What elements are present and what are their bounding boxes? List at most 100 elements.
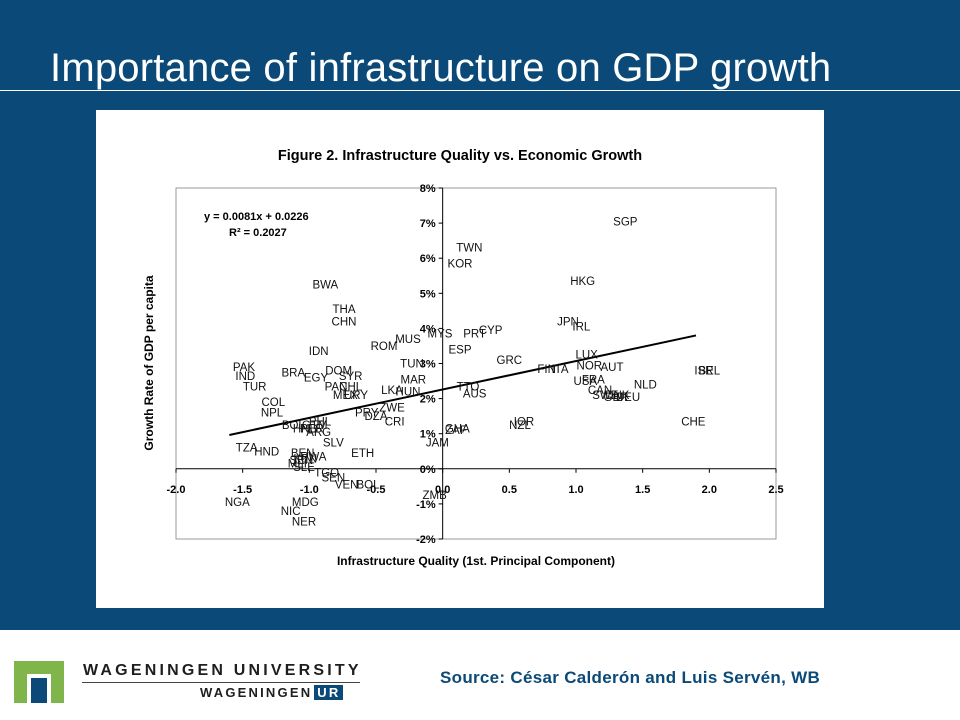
point-label-mdg: MDG <box>292 497 319 509</box>
point-label-isr: ISR <box>694 366 713 378</box>
point-label-grc: GRC <box>497 355 523 367</box>
y-tick-label: 1% <box>420 429 436 441</box>
y-tick-label: 8% <box>420 183 436 195</box>
point-label-aus: AUS <box>463 388 487 400</box>
point-label-slv: SLV <box>323 437 344 449</box>
point-label-nzl: NZL <box>509 420 531 432</box>
y-tick-label: 6% <box>420 253 436 265</box>
point-label-bwa: BWA <box>312 280 338 292</box>
point-label-egy: EGY <box>304 373 329 385</box>
x-tick-label: -1.5 <box>233 484 252 496</box>
trendline <box>229 334 697 436</box>
x-tick-label: -1.0 <box>300 484 319 496</box>
x-tick-label: 0.0 <box>435 484 450 496</box>
point-label-zmb: ZMB <box>423 490 448 502</box>
point-label-dza: DZA <box>365 411 388 423</box>
point-label-bol: BOL <box>282 420 306 432</box>
point-label-swe: SWE <box>592 390 619 402</box>
point-label-ind: IND <box>235 371 255 383</box>
x-tick-label: 2.0 <box>702 484 717 496</box>
point-label-nor: NOR <box>577 360 603 372</box>
point-label-aut: AUT <box>601 362 624 374</box>
point-label-mus: MUS <box>395 334 421 346</box>
point-label-mar: MAR <box>401 374 427 386</box>
x-tick-label: 0.5 <box>502 484 517 496</box>
point-label-usa: USA <box>574 376 598 388</box>
point-label-arg: ARG <box>306 427 331 439</box>
point-label-bol: BOL <box>356 480 380 492</box>
point-label-hnd: HND <box>254 446 279 458</box>
point-label-twn: TWN <box>456 243 482 255</box>
point-label-chn: CHN <box>332 316 357 328</box>
point-label-tun: TUN <box>400 359 424 371</box>
y-tick-label: 4% <box>420 323 436 335</box>
source-note: Source: César Calderón and Luis Servén, … <box>440 668 821 687</box>
point-label-tur: TUR <box>243 381 267 393</box>
point-label-rom: ROM <box>371 341 398 353</box>
point-label-pak: PAK <box>233 362 255 374</box>
point-label-sgp: SGP <box>613 216 638 228</box>
point-label-gha: GHA <box>445 423 470 435</box>
y-tick-label: 5% <box>420 288 436 300</box>
point-label-lux: LUX <box>575 350 598 362</box>
point-label-can: CAN <box>588 385 612 397</box>
point-label-phl: PHL <box>309 416 332 428</box>
point-label-bel: BEL <box>698 366 720 378</box>
y-tick-label: 7% <box>420 218 436 230</box>
point-label-che: CHE <box>681 416 706 428</box>
point-label-pan: PAN <box>325 381 348 393</box>
logo-ur-box: UR <box>314 685 344 700</box>
point-label-ben: BEN <box>291 448 315 460</box>
point-label-fra: FRA <box>582 374 605 386</box>
university-logo: WAGENINGEN UNIVERSITY WAGENINGEN UR <box>14 661 364 703</box>
point-label-per: PER <box>300 423 324 435</box>
point-label-gtm: GTM <box>302 420 328 432</box>
x-tick-label: -2.0 <box>167 484 186 496</box>
point-label-dom: DOM <box>325 366 352 378</box>
point-label-ury: URY <box>344 390 368 402</box>
point-label-ken: KEN <box>294 453 318 465</box>
figure-panel: Figure 2. Infrastructure Quality vs. Eco… <box>96 110 824 608</box>
point-label-deu: DEU <box>616 392 640 404</box>
y-axis-label: Growth Rate of GDP per capita <box>142 275 156 450</box>
point-label-ner: NER <box>292 516 316 528</box>
point-label-jpn: JPN <box>557 316 579 328</box>
point-label-col: COL <box>262 397 286 409</box>
point-label-cyp: CYP <box>479 325 503 337</box>
slide-title: Importance of infrastructure on GDP grow… <box>50 46 832 90</box>
point-label-sen: SEN <box>322 473 346 485</box>
point-label-hnd: HND <box>293 423 318 435</box>
point-label-nic: NIC <box>281 506 301 518</box>
point-label-mys: MYS <box>428 329 453 341</box>
y-tick-label: -1% <box>416 499 436 511</box>
r-squared: R² = 0.2027 <box>229 227 287 239</box>
point-label-fin: FIN <box>537 364 556 376</box>
point-label-esp: ESP <box>448 344 471 356</box>
point-label-cri: CRI <box>385 416 405 428</box>
point-label-nld: NLD <box>634 380 657 392</box>
x-axis-label: Infrastructure Quality (1st. Principal C… <box>337 554 615 568</box>
y-tick-label: 2% <box>420 394 436 406</box>
point-label-idn: IDN <box>309 346 329 358</box>
point-label-eth: ETH <box>351 448 374 460</box>
point-label-hun: HUN <box>396 387 421 399</box>
point-label-gbr: GBR <box>604 392 629 404</box>
y-tick-label: 3% <box>420 359 436 371</box>
point-label-irl: IRL <box>572 322 591 334</box>
x-tick-label: 2.5 <box>768 484 783 496</box>
logo-subtitle: WAGENINGEN UR <box>200 685 344 700</box>
point-label-rwa: RWA <box>300 452 327 464</box>
scatter-chart: Figure 2. Infrastructure Quality vs. Eco… <box>142 148 784 568</box>
chart-title: Figure 2. Infrastructure Quality vs. Eco… <box>278 148 642 164</box>
title-divider <box>0 90 960 91</box>
point-label-pry: PRY <box>355 408 379 420</box>
point-label-prt: PRT <box>463 329 486 341</box>
point-label-zwe: ZWE <box>379 402 405 414</box>
point-label-chl: CHL <box>339 381 363 393</box>
x-tick-label: 1.5 <box>635 484 650 496</box>
plot-area <box>175 187 777 540</box>
point-label-zaf: ZAF <box>445 425 467 437</box>
y-tick-label: -2% <box>416 534 436 546</box>
point-label-ven: VEN <box>335 480 359 492</box>
